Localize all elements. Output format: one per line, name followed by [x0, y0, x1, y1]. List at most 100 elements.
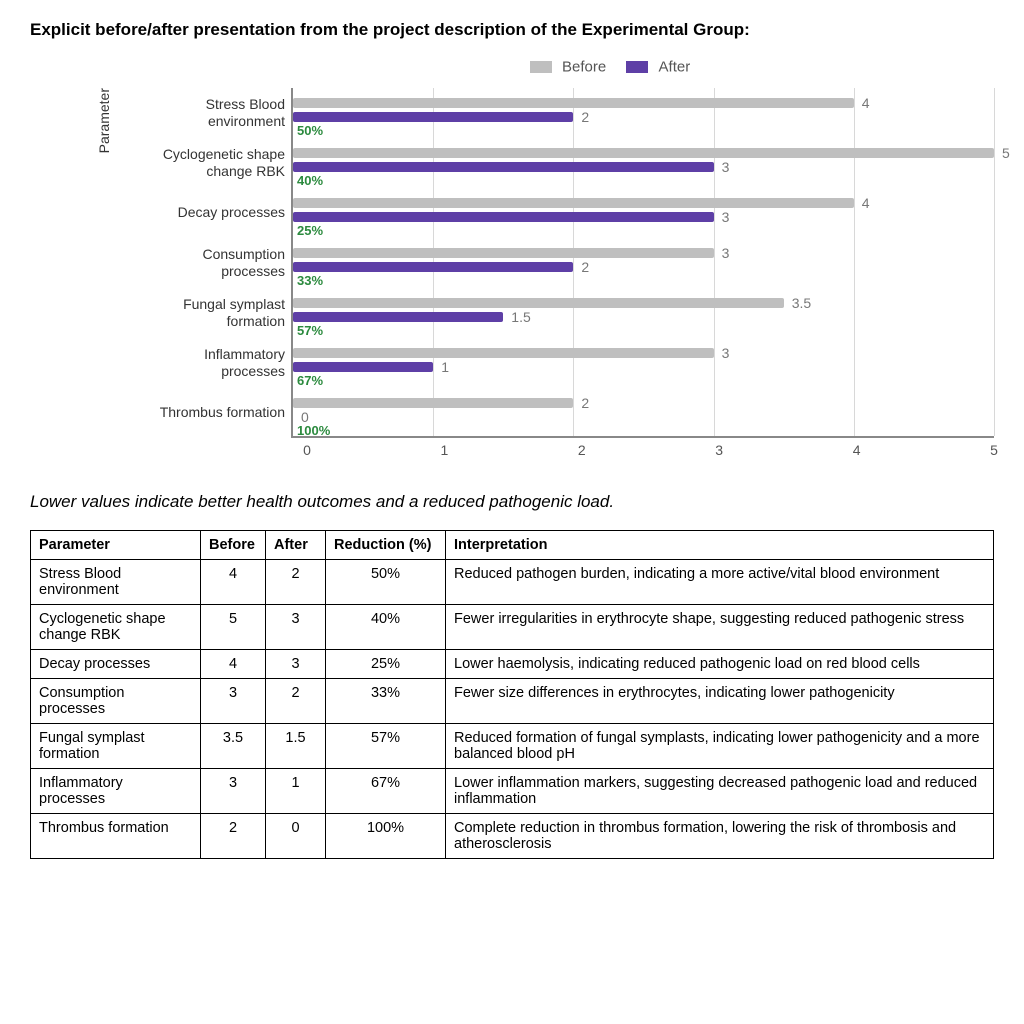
bar-value-before: 2 [581, 395, 589, 411]
table-row: Thrombus formation20100%Complete reducti… [31, 813, 994, 858]
table-cell: 1.5 [266, 723, 326, 768]
bar-after: 2 [293, 112, 573, 122]
table-cell: 50% [326, 559, 446, 604]
bar-value-after: 1 [441, 359, 449, 375]
table-cell: Cyclogenetic shape change RBK [31, 604, 201, 649]
gridline [994, 88, 995, 436]
category-labels: Stress BloodenvironmentCyclogenetic shap… [106, 88, 291, 438]
table-row: Fungal symplast formation3.51.557%Reduce… [31, 723, 994, 768]
bar-value-before: 4 [862, 95, 870, 111]
bar-after: 3 [293, 212, 714, 222]
table-row: Stress Blood environment4250%Reduced pat… [31, 559, 994, 604]
table-cell: 57% [326, 723, 446, 768]
table-cell: Decay processes [31, 649, 201, 678]
bar-before: 5 [293, 148, 994, 158]
bar-after: 1.5 [293, 312, 503, 322]
table-cell: 100% [326, 813, 446, 858]
data-table: ParameterBeforeAfterReduction (%)Interpr… [30, 530, 994, 859]
bar-before: 2 [293, 398, 573, 408]
table-cell: 40% [326, 604, 446, 649]
bar-before: 3 [293, 248, 714, 258]
bar-group: 4 325% [293, 188, 994, 238]
table-row: Inflammatory processes3167%Lower inflamm… [31, 768, 994, 813]
x-tick: 3 [715, 442, 723, 458]
table-cell: 2 [201, 813, 266, 858]
bar-value-before: 5 [1002, 145, 1010, 161]
table-cell: 2 [266, 678, 326, 723]
table-cell: 1 [266, 768, 326, 813]
category-label: Decay processes [106, 188, 291, 238]
x-tick: 4 [853, 442, 861, 458]
chart-legend: Before After [90, 58, 994, 76]
bar-group: 20100% [293, 388, 994, 438]
legend-label-after: After [659, 59, 691, 76]
table-cell: 4 [201, 649, 266, 678]
bar-value-before: 3.5 [792, 295, 811, 311]
table-cell: Consumption processes [31, 678, 201, 723]
reduction-pct: 40% [297, 173, 323, 188]
category-label: Fungal symplastformation [106, 288, 291, 338]
reduction-pct: 25% [297, 223, 323, 238]
table-cell: 3 [266, 649, 326, 678]
table-body: Stress Blood environment4250%Reduced pat… [31, 559, 994, 858]
table-cell: 3 [266, 604, 326, 649]
table-cell: 3 [201, 768, 266, 813]
table-header: Reduction (%) [326, 530, 446, 559]
table-cell: Fungal symplast formation [31, 723, 201, 768]
plot-area: 4250%5340%4325%3233%3.51.557%3167%20100% [291, 88, 994, 438]
bar-value-after: 2 [581, 109, 589, 125]
table-cell: Fewer size differences in erythrocytes, … [446, 678, 994, 723]
category-label: Consumptionprocesses [106, 238, 291, 288]
table-row: Decay processes4325%Lower haemolysis, in… [31, 649, 994, 678]
bar-group: 5340% [293, 138, 994, 188]
table-cell: 3 [201, 678, 266, 723]
bar-value-after: 1.5 [511, 309, 530, 325]
category-label: Stress Bloodenvironment [106, 88, 291, 138]
bar-after: 3 [293, 162, 714, 172]
bar-group: 3.51.557% [293, 288, 994, 338]
table-cell: Lower inflammation markers, suggesting d… [446, 768, 994, 813]
table-cell: 0 [266, 813, 326, 858]
table-cell: 33% [326, 678, 446, 723]
table-cell: Stress Blood environment [31, 559, 201, 604]
x-tick: 5 [990, 442, 998, 458]
table-cell: 2 [266, 559, 326, 604]
x-axis-ticks: 012345 [307, 438, 994, 462]
bar-before: 4 [293, 98, 854, 108]
table-cell: Complete reduction in thrombus formation… [446, 813, 994, 858]
table-header: Interpretation [446, 530, 994, 559]
bar-group: 3233% [293, 238, 994, 288]
x-tick: 2 [578, 442, 586, 458]
bar-value-before: 3 [722, 245, 730, 261]
table-row: Consumption processes3233%Fewer size dif… [31, 678, 994, 723]
table-header-row: ParameterBeforeAfterReduction (%)Interpr… [31, 530, 994, 559]
table-cell: 67% [326, 768, 446, 813]
reduction-pct: 67% [297, 373, 323, 388]
table-header: After [266, 530, 326, 559]
table-cell: 5 [201, 604, 266, 649]
bar-before: 4 [293, 198, 854, 208]
bar-value-after: 3 [722, 159, 730, 175]
category-label: Cyclogenetic shapechange RBK [106, 138, 291, 188]
bar-value-after: 2 [581, 259, 589, 275]
table-row: Cyclogenetic shape change RBK5340%Fewer … [31, 604, 994, 649]
legend-swatch-after [626, 61, 648, 73]
chart: Before After Parameter Stress Bloodenvir… [90, 58, 994, 462]
y-axis-label: Parameter [90, 88, 112, 153]
reduction-pct: 50% [297, 123, 323, 138]
table-cell: Reduced formation of fungal symplasts, i… [446, 723, 994, 768]
category-label: Thrombus formation [106, 388, 291, 438]
x-tick: 0 [303, 442, 311, 458]
bar-before: 3 [293, 348, 714, 358]
bar-value-before: 4 [862, 195, 870, 211]
table-cell: Fewer irregularities in erythrocyte shap… [446, 604, 994, 649]
reduction-pct: 57% [297, 323, 323, 338]
legend-label-before: Before [562, 59, 606, 76]
bar-value-before: 3 [722, 345, 730, 361]
table-header: Parameter [31, 530, 201, 559]
table-cell: Inflammatory processes [31, 768, 201, 813]
reduction-pct: 33% [297, 273, 323, 288]
page-title: Explicit before/after presentation from … [30, 20, 994, 40]
table-cell: Lower haemolysis, indicating reduced pat… [446, 649, 994, 678]
category-label: Inflammatoryprocesses [106, 338, 291, 388]
